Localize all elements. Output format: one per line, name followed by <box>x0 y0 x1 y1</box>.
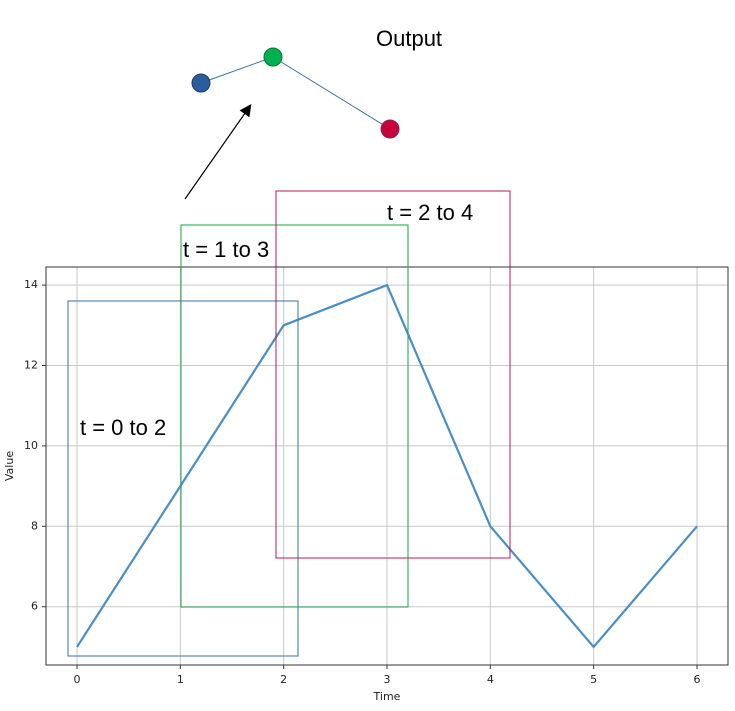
node <box>191 73 211 93</box>
window-label: t = 0 to 2 <box>80 415 166 440</box>
window-label: t = 1 to 3 <box>183 237 269 262</box>
x-tick-label: 5 <box>590 673 597 686</box>
window-label: t = 2 to 4 <box>387 200 473 225</box>
y-tick-label: 6 <box>31 600 38 613</box>
x-tick-label: 1 <box>177 673 184 686</box>
y-tick-label: 14 <box>24 278 38 291</box>
y-tick-label: 12 <box>24 358 38 371</box>
x-tick-label: 0 <box>74 673 81 686</box>
window-box <box>275 190 511 559</box>
y-tick-label: 10 <box>24 439 38 452</box>
arrow <box>184 104 252 200</box>
x-axis-label: Time <box>373 690 401 703</box>
edge <box>200 56 274 84</box>
output-label: Output <box>376 26 442 51</box>
x-tick-label: 4 <box>487 673 494 686</box>
plot-frame <box>45 266 729 666</box>
edge <box>272 56 391 130</box>
data-line <box>76 283 698 649</box>
x-tick-label: 3 <box>384 673 391 686</box>
node <box>380 119 400 139</box>
y-tick-label: 8 <box>31 519 38 532</box>
window-box <box>67 300 299 657</box>
window-box <box>180 224 409 608</box>
node <box>263 47 283 67</box>
y-axis-label: Value <box>3 451 16 481</box>
x-tick-label: 2 <box>280 673 287 686</box>
x-tick-label: 6 <box>694 673 701 686</box>
